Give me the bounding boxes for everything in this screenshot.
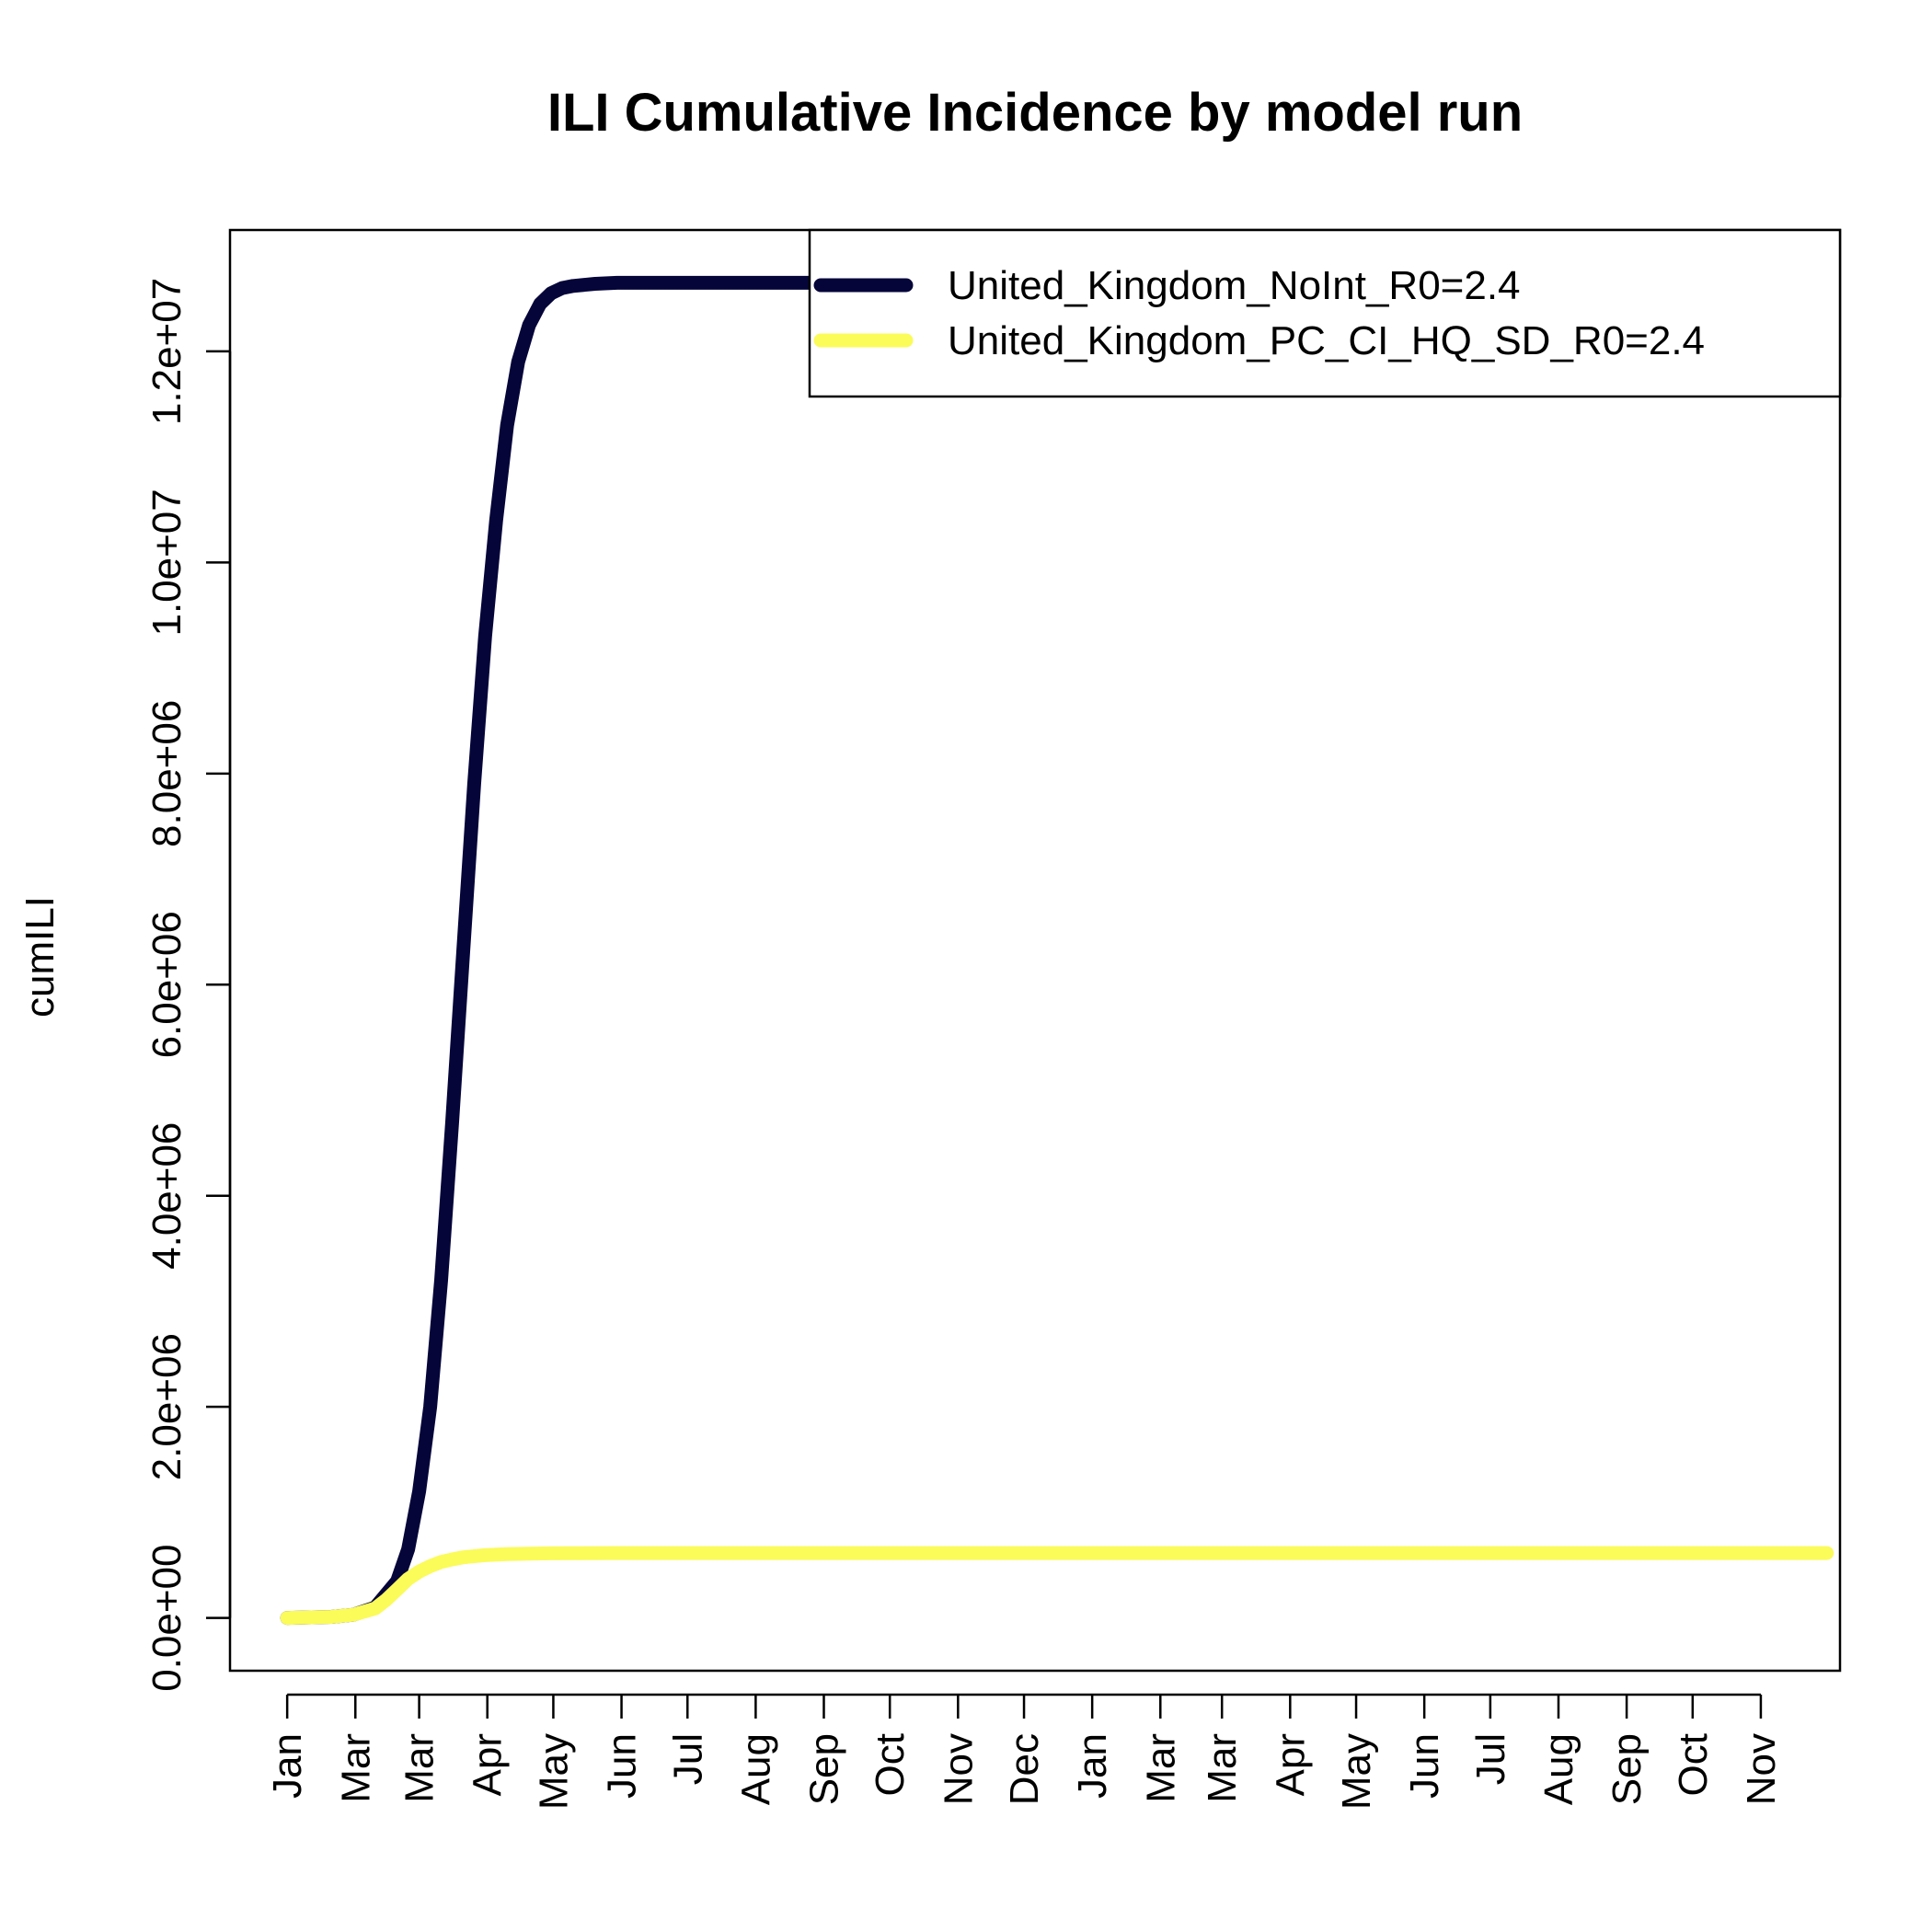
y-tick-label: 1.2e+07 [144, 278, 190, 425]
x-tick-label: Mar [333, 1733, 378, 1803]
y-axis-label: cumILI [17, 896, 63, 1018]
y-tick-label: 8.0e+06 [144, 700, 190, 847]
x-tick-label: Sep [801, 1733, 846, 1805]
x-tick-label: Aug [733, 1733, 778, 1805]
x-tick-label: Apr [466, 1733, 511, 1796]
x-tick-label: Jan [1070, 1733, 1115, 1799]
chart-title: ILI Cumulative Incidence by model run [547, 83, 1523, 143]
x-tick-label: Nov [936, 1733, 981, 1805]
x-axis: Jan Mar Mar Apr May Jun Jul Aug Sep Oct Nov Dec Jan M… [265, 1693, 1784, 1810]
y-tick-label: 0.0e+00 [144, 1544, 190, 1691]
legend: United_Kingdom_NoInt_R0=2.4 United_Kingdo… [808, 228, 1842, 398]
x-tick-label: Mar [1138, 1733, 1183, 1803]
y-tick-label: 4.0e+06 [144, 1122, 190, 1270]
x-tick-label: Mar [397, 1733, 443, 1803]
x-tick-label: Jan [265, 1733, 310, 1799]
legend-box [808, 228, 1842, 398]
x-tick-label: May [531, 1733, 576, 1810]
series-line-2 [280, 1546, 1834, 1626]
y-tick-label: 2.0e+06 [144, 1333, 190, 1480]
y-axis: 0.0e+00 2.0e+06 4.0e+06 6.0e+06 8.0e+06 1.0e+… [144, 278, 232, 1692]
x-tick-label: Jul [1468, 1733, 1513, 1785]
legend-label-2: United_Kingdom_PC_CI_HQ_SD_R0=2.4 [948, 318, 1705, 363]
x-tick-label: Dec [1002, 1733, 1047, 1805]
x-tick-label: Jul [665, 1733, 710, 1785]
x-tick-label: Aug [1536, 1733, 1581, 1805]
x-tick-label: Apr [1268, 1733, 1313, 1796]
x-tick-label: Jun [1402, 1733, 1447, 1799]
x-tick-label: May [1334, 1733, 1379, 1810]
plot-box [228, 228, 1842, 1673]
series-line-1 [280, 275, 1020, 1626]
y-tick-label: 6.0e+06 [144, 911, 190, 1058]
x-tick-label: Oct [1671, 1733, 1716, 1796]
x-tick-label: Nov [1739, 1733, 1784, 1805]
legend-label-1: United_Kingdom_NoInt_R0=2.4 [948, 263, 1521, 308]
x-tick-label: Sep [1604, 1733, 1650, 1805]
series-layer [280, 275, 1834, 1626]
y-tick-label: 1.0e+07 [144, 489, 190, 636]
x-tick-label: Mar [1200, 1733, 1245, 1803]
x-tick-label: Oct [868, 1733, 913, 1796]
x-tick-label: Jun [600, 1733, 645, 1799]
